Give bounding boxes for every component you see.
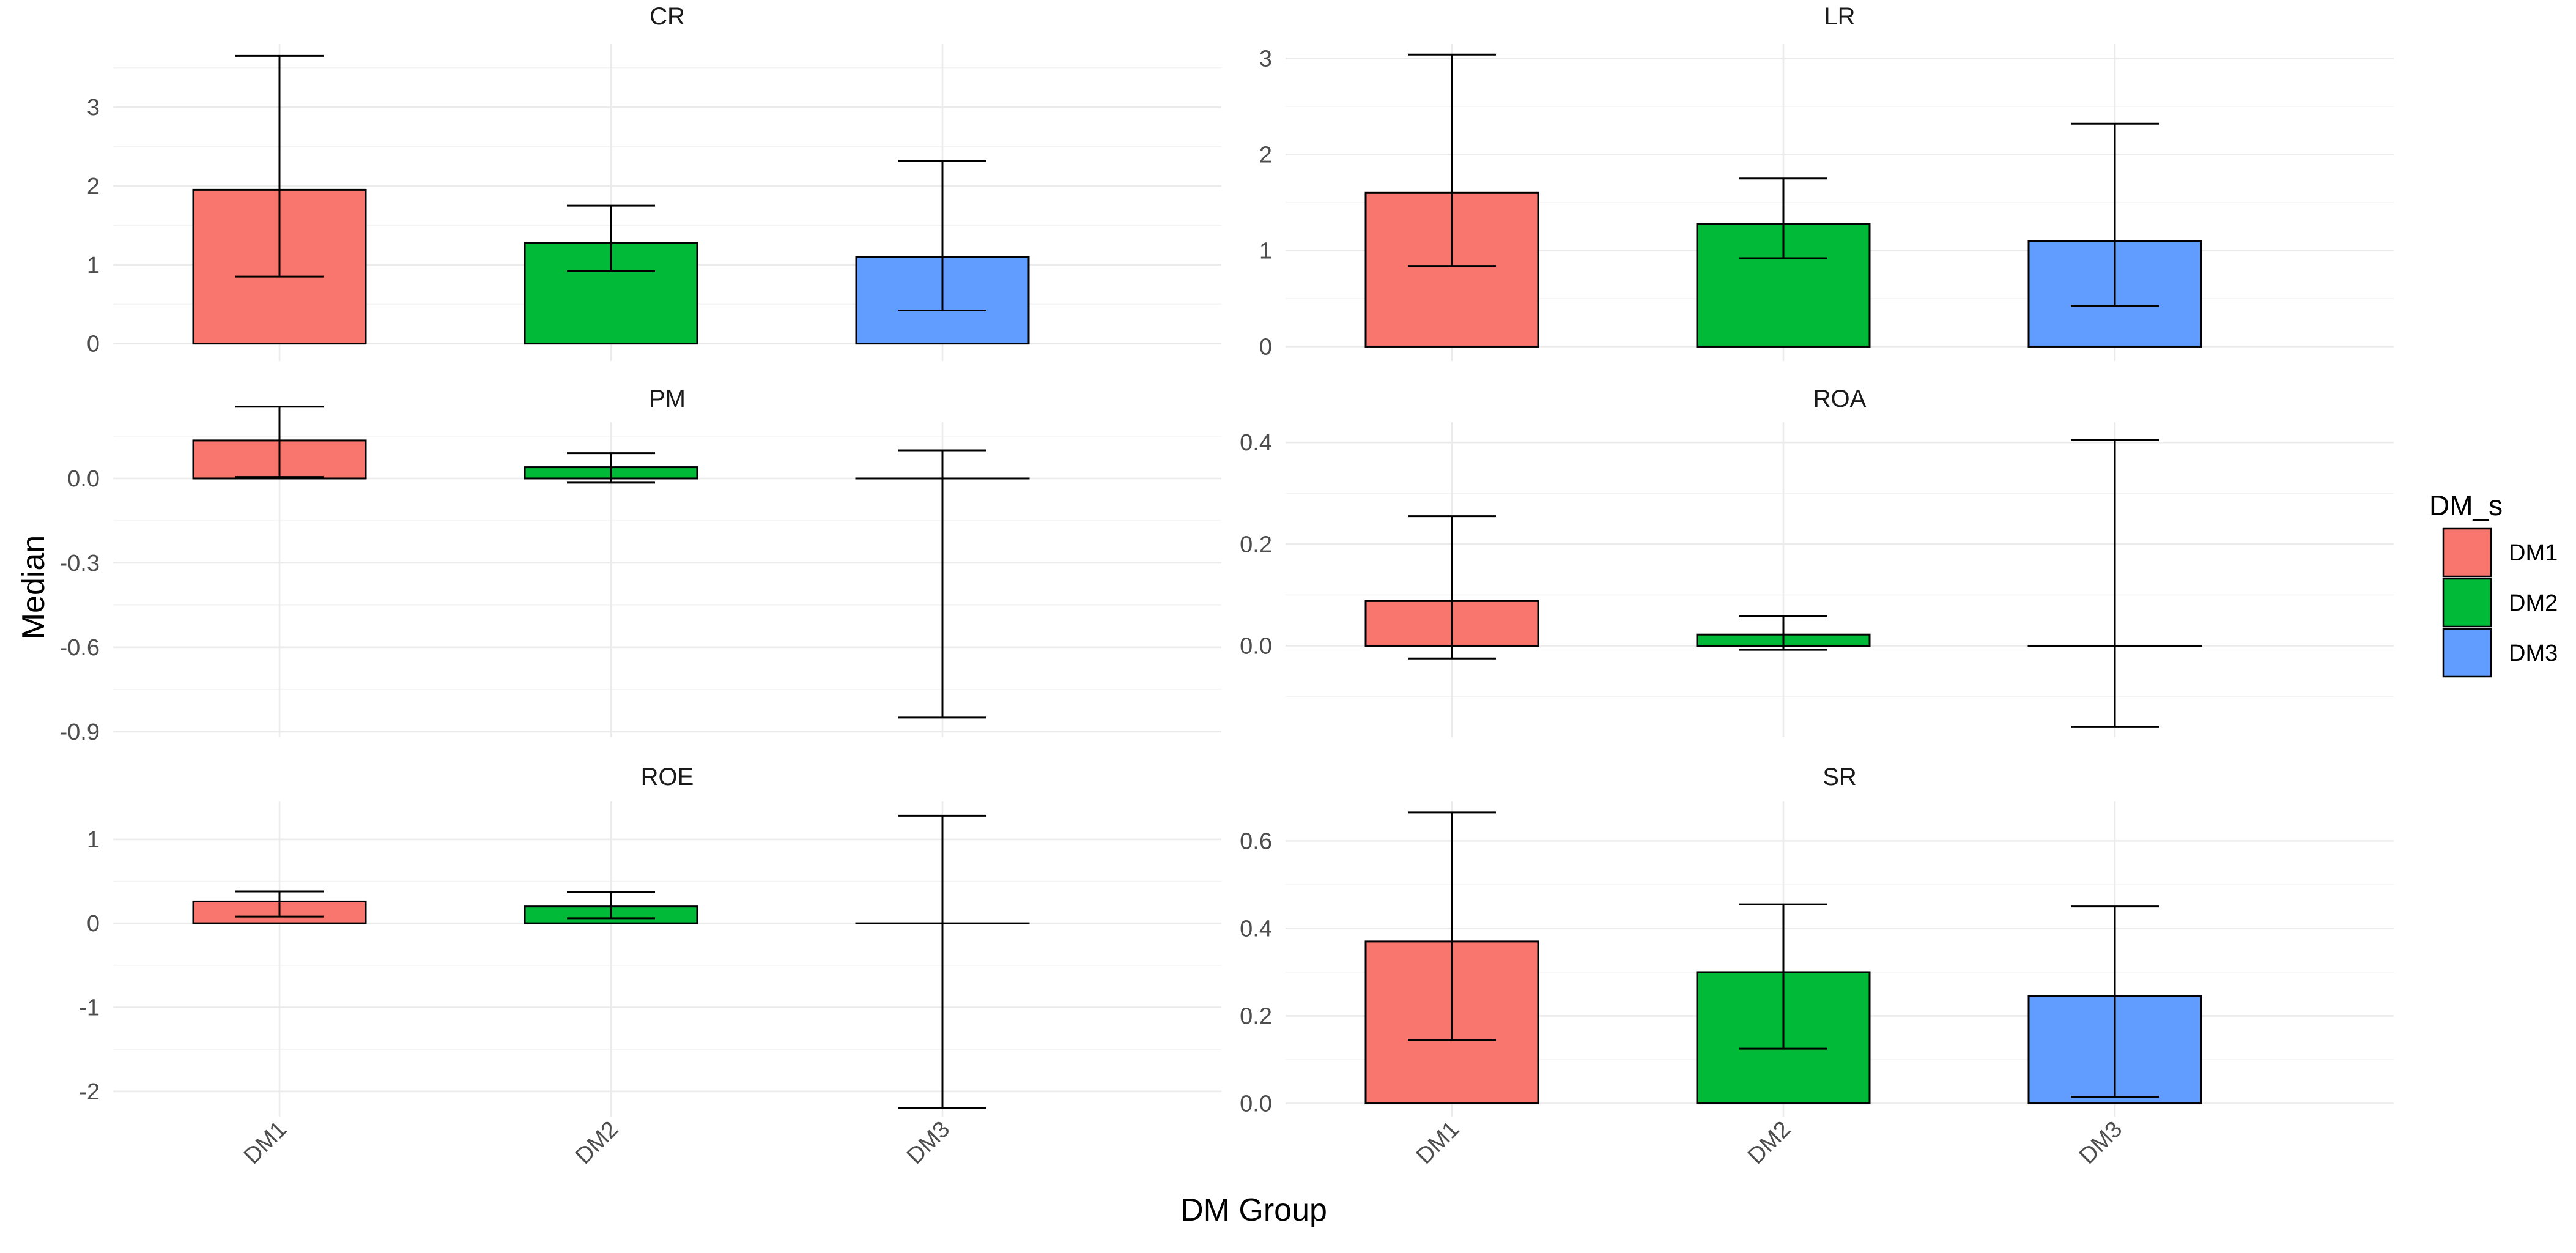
facet-panels: 0 1 2 3 CR 0 1 2 3 LR 0.0 -0.3 -0.6 -0.9 PM 0.0 0.2 0.4 RO… xyxy=(60,3,2394,1117)
errorbar-cr-dm2 xyxy=(567,204,655,272)
panel-title: SR xyxy=(1823,764,1857,790)
panel-lr: 0 1 2 3 LR xyxy=(1259,3,2394,361)
errorbar-roa-dm3 xyxy=(2071,439,2159,728)
x-tick-label: DM1 xyxy=(1412,1117,1464,1169)
y-tick-label: -0.9 xyxy=(60,719,100,745)
panel-cr: 0 1 2 3 CR xyxy=(87,3,1221,361)
y-tick-label: 0.2 xyxy=(1240,1003,1272,1029)
y-tick-label: 0.2 xyxy=(1240,532,1272,557)
y-tick-label: 0.0 xyxy=(67,466,100,492)
y-tick-label: 2 xyxy=(87,174,100,199)
legend-label: DM1 xyxy=(2509,540,2558,566)
x-tick-labels: DM1 DM2 DM3 DM1 DM2 DM3 xyxy=(239,1117,2127,1169)
y-tick-label: 0 xyxy=(87,911,100,937)
legend: DM_s DM1 DM2 DM3 xyxy=(2429,489,2558,678)
panel-roa: 0.0 0.2 0.4 ROA xyxy=(1240,385,2394,737)
errorbar-lr-dm2 xyxy=(1739,177,1827,259)
y-tick-label: 0.0 xyxy=(1240,633,1272,659)
y-tick-label: -2 xyxy=(79,1079,100,1105)
errorbar-cr-dm1 xyxy=(235,54,324,278)
errorbar-roa-dm1 xyxy=(1408,515,1496,660)
errorbar-pm-dm2 xyxy=(567,452,655,484)
x-tick-label: DM2 xyxy=(571,1117,623,1169)
legend-label: DM2 xyxy=(2509,590,2558,616)
panel-roe: 1 0 -1 -2 ROE xyxy=(79,764,1221,1117)
y-tick-label: 1 xyxy=(87,253,100,278)
legend-swatch-dm2 xyxy=(2442,578,2492,628)
y-tick-label: 0 xyxy=(1259,334,1272,360)
errorbar-sr-dm3 xyxy=(2071,905,2159,1098)
panel-title: CR xyxy=(650,3,685,30)
legend-label: DM3 xyxy=(2509,641,2558,666)
y-tick-label: 1 xyxy=(87,827,100,853)
x-tick-label: DM1 xyxy=(239,1117,292,1169)
errorbar-pm-dm3 xyxy=(898,449,986,719)
y-tick-label: -0.6 xyxy=(60,635,100,661)
y-tick-label: -0.3 xyxy=(60,551,100,576)
legend-title: DM_s xyxy=(2429,489,2503,521)
y-tick-label: -1 xyxy=(79,995,100,1021)
x-tick-label: DM3 xyxy=(902,1117,955,1169)
y-tick-label: 2 xyxy=(1259,143,1272,168)
y-tick-label: 0.4 xyxy=(1240,916,1272,942)
y-tick-label: 0.4 xyxy=(1240,430,1272,456)
panel-pm: 0.0 -0.3 -0.6 -0.9 PM xyxy=(60,385,1221,745)
y-tick-label: 1 xyxy=(1259,238,1272,264)
errorbar-roe-dm2 xyxy=(567,891,655,920)
errorbar-roe-dm3 xyxy=(898,814,986,1109)
y-axis-title: Median xyxy=(16,535,51,640)
x-axis-title: DM Group xyxy=(1180,1192,1327,1228)
errorbar-lr-dm1 xyxy=(1408,53,1496,267)
y-tick-label: 3 xyxy=(87,95,100,121)
x-tick-label: DM2 xyxy=(1743,1117,1796,1169)
y-tick-label: 3 xyxy=(1259,46,1272,72)
errorbar-roe-dm1 xyxy=(235,890,324,918)
errorbar-sr-dm1 xyxy=(1408,811,1496,1041)
y-tick-label: 0.0 xyxy=(1240,1091,1272,1117)
errorbar-roa-dm2 xyxy=(1739,615,1827,651)
legend-swatch-dm1 xyxy=(2442,527,2492,578)
panel-sr: 0.0 0.2 0.4 0.6 SR xyxy=(1240,764,2394,1117)
errorbar-sr-dm2 xyxy=(1739,903,1827,1050)
y-tick-label: 0 xyxy=(87,332,100,357)
panel-title: PM xyxy=(649,385,686,412)
legend-swatch-dm3 xyxy=(2442,628,2492,678)
errorbar-lr-dm3 xyxy=(2071,122,2159,308)
panel-title: ROA xyxy=(1813,385,1867,412)
y-tick-label: 0.6 xyxy=(1240,828,1272,854)
errorbar-cr-dm3 xyxy=(898,160,986,312)
panel-title: ROE xyxy=(641,764,694,790)
panel-title: LR xyxy=(1824,3,1855,30)
x-tick-label: DM3 xyxy=(2074,1117,2127,1169)
errorbar-pm-dm1 xyxy=(235,406,324,478)
